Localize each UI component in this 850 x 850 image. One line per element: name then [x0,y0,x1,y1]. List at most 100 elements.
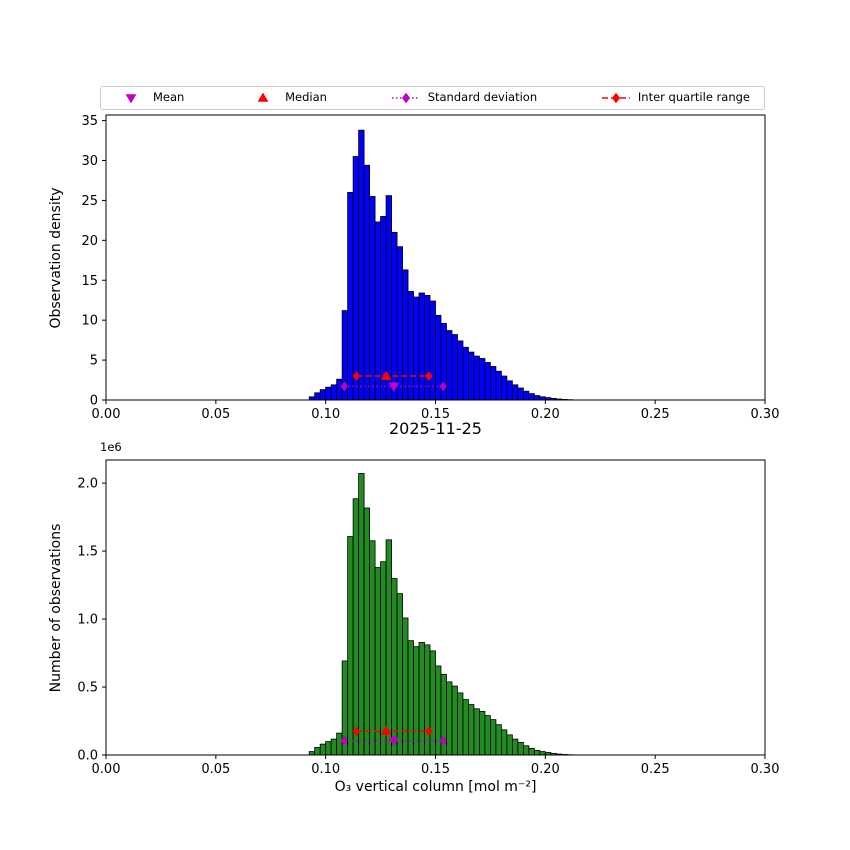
histogram-bar [435,314,442,401]
histogram-bar [407,291,414,401]
x-tick-label: 0.10 [311,407,340,422]
histogram-bar [479,358,486,401]
median-marker [380,725,392,735]
legend-marker-glyph [125,94,137,104]
y-tick-label: 15 [81,274,98,289]
iqr-range-left-marker [352,371,361,382]
histogram-bar [511,384,519,401]
y-tick-label: 1.0 [77,613,98,628]
histogram-bar [391,578,398,756]
mean-marker-icon [125,94,137,104]
x-tick-label: 0.15 [421,762,450,777]
histogram-bar [347,536,354,756]
histogram-bar [446,681,453,756]
histogram-bar [528,747,535,756]
x-tick-label: 0.25 [641,407,670,422]
legend-marker-glyph [401,92,410,104]
histogram-bar [528,393,535,401]
histogram-bar [358,473,365,756]
y-tick-label: 20 [81,234,98,249]
histogram-bar [369,196,376,401]
legend-marker-glyph [611,92,621,104]
std-marker-icon [391,92,420,104]
y-tick-label: 0 [90,394,98,409]
iqr-range-right-marker [425,371,433,382]
histogram-bar [325,386,332,401]
histogram-bar [363,507,370,756]
histogram-bar [490,366,497,401]
legend-item-std: Standard deviation [390,91,537,105]
y-tick-label: 25 [81,194,98,209]
histogram-bar [484,362,491,401]
y-tick-label: 35 [81,114,98,129]
histogram-bar [385,539,392,756]
overlays-group [340,725,447,747]
legend-label-median: Median [285,90,327,105]
histogram-bar [468,351,475,401]
histogram-bar [457,340,464,401]
axes-frame [105,114,766,401]
std-range-left-marker [340,381,349,392]
y-axis-label-counts: Number of observations [48,524,64,693]
histogram-bar [473,708,480,756]
iqr-range-left-marker [352,726,361,737]
histogram-bar [495,724,502,756]
std-range-right-marker [439,381,447,392]
histogram-bar [490,719,497,756]
overlays-group [340,370,447,392]
histogram-bar [517,387,524,401]
histogram-bar [325,741,332,756]
histogram-bar [402,269,409,401]
y-tick-label: 10 [81,314,98,329]
std-range-left-marker [340,735,349,746]
axes-group: 0.00 0.05 0.10 0.15 0.20 0.25 0.30 0 5 10 15 20 25 30… [81,114,779,422]
bars-group [308,473,574,756]
histogram-bar [533,395,541,401]
y-tick-label: 5 [90,354,98,369]
x-tick-label: 0.05 [201,407,230,422]
histogram-bar [451,685,458,756]
histogram-bar [473,355,480,401]
histogram-bar [500,375,508,401]
legend-label-std: Standard deviation [427,90,538,105]
histogram-bar [391,231,398,401]
histogram-bar [413,646,420,756]
axes-frame [105,459,766,756]
y-tick-label: 2.0 [77,477,98,492]
histogram-bar [374,221,381,401]
x-tick-label: 0.15 [421,407,450,422]
histogram-bar [319,389,327,401]
histogram-bar [506,734,513,756]
legend-label-mean: Mean [153,90,185,105]
histogram-bar [462,699,469,756]
histogram-bar [407,640,414,756]
mean-marker [388,736,400,747]
histogram-bar [352,156,360,401]
histogram-bar [495,370,502,401]
chart-title: 2025-11-25 [389,419,482,438]
histogram-bar [363,164,370,401]
histogram-bar [429,300,436,401]
histogram-bar [347,192,354,401]
histogram-bar [380,561,387,756]
histogram-bar [435,665,442,756]
median-marker-icon [257,92,269,102]
x-tick-label: 0.25 [641,762,670,777]
histogram-bar [396,246,403,401]
x-tick-label: 0.00 [92,762,121,777]
histogram-bar [308,751,316,756]
histogram-bar [314,746,321,756]
x-tick-label: 0.30 [751,407,780,422]
histogram-bar [336,732,343,756]
histogram-bar [402,617,409,756]
legend-item-mean: Mean [115,91,184,105]
histogram-bar [330,738,338,756]
histogram-bar [484,715,491,756]
histogram-bar [539,751,546,756]
x-tick-label: 0.05 [201,762,230,777]
iqr-marker-icon [601,92,630,104]
x-tick-label: 0.30 [751,762,780,777]
legend-item-iqr: Inter quartile range [600,91,750,105]
legend-marker-glyph [257,92,269,102]
